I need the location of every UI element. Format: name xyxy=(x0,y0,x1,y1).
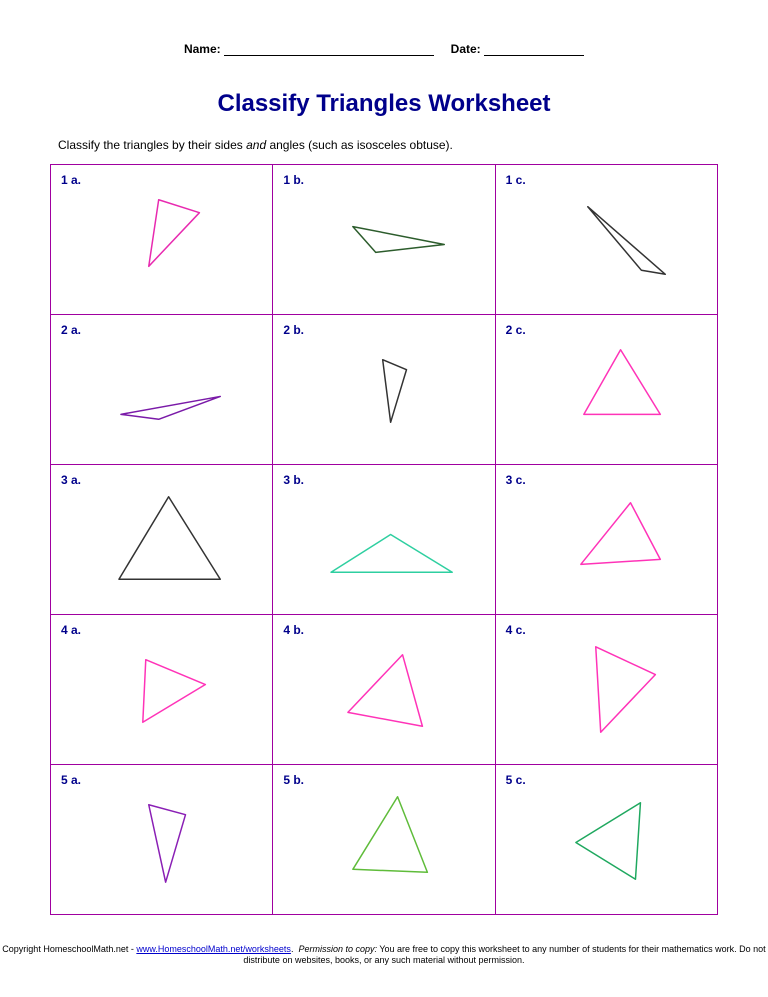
grid-cell: 5 c. xyxy=(495,765,717,915)
triangle-shape xyxy=(273,315,494,464)
grid-cell: 3 b. xyxy=(273,465,495,615)
cell-label: 5 b. xyxy=(283,773,484,787)
triangle-shape xyxy=(496,315,717,464)
page-title: Classify Triangles Worksheet xyxy=(0,90,768,118)
cell-label: 5 a. xyxy=(61,773,262,787)
triangle-shape xyxy=(496,765,717,914)
triangle-shape xyxy=(496,615,717,764)
triangle-shape xyxy=(496,465,717,614)
date-label: Date: xyxy=(451,42,481,56)
instructions-prefix: Classify the triangles by their sides xyxy=(58,138,246,152)
cell-label: 4 b. xyxy=(283,623,484,637)
copyright-prefix: Copyright HomeschoolMath.net - xyxy=(2,944,136,954)
grid-cell: 2 c. xyxy=(495,315,717,465)
instructions-text: Classify the triangles by their sides an… xyxy=(58,138,453,152)
grid-cell: 1 c. xyxy=(495,165,717,315)
permission-label: Permission to copy: xyxy=(298,944,377,954)
grid-cell: 3 a. xyxy=(51,465,273,615)
grid-cell: 5 a. xyxy=(51,765,273,915)
cell-label: 2 c. xyxy=(506,323,707,337)
date-blank xyxy=(484,44,584,56)
triangle-shape xyxy=(51,465,272,614)
cell-label: 3 c. xyxy=(506,473,707,487)
footer-text: Copyright HomeschoolMath.net - www.Homes… xyxy=(0,944,768,967)
triangle-shape xyxy=(273,465,494,614)
triangle-shape xyxy=(273,615,494,764)
cell-label: 2 a. xyxy=(61,323,262,337)
header-fields: Name: Date: xyxy=(0,42,768,56)
cell-label: 2 b. xyxy=(283,323,484,337)
grid-cell: 5 b. xyxy=(273,765,495,915)
triangle-shape xyxy=(273,765,494,914)
grid-cell: 1 b. xyxy=(273,165,495,315)
instructions-suffix: angles (such as isosceles obtuse). xyxy=(266,138,453,152)
triangle-shape xyxy=(51,765,272,914)
triangle-shape xyxy=(51,315,272,464)
grid-cell: 4 c. xyxy=(495,615,717,765)
grid-cell: 4 a. xyxy=(51,615,273,765)
triangle-shape xyxy=(273,165,494,314)
name-blank xyxy=(224,44,434,56)
grid-cell: 2 a. xyxy=(51,315,273,465)
cell-label: 5 c. xyxy=(506,773,707,787)
grid-cell: 3 c. xyxy=(495,465,717,615)
cell-label: 3 b. xyxy=(283,473,484,487)
footer-link[interactable]: www.HomeschoolMath.net/worksheets xyxy=(136,944,291,954)
grid-cell: 1 a. xyxy=(51,165,273,315)
cell-label: 1 c. xyxy=(506,173,707,187)
cell-label: 4 c. xyxy=(506,623,707,637)
cell-label: 3 a. xyxy=(61,473,262,487)
triangle-grid: 1 a. 1 b. 1 c. 2 a. 2 b. 2 c. 3 a. 3 b. 3 c. 4 a.… xyxy=(50,164,718,915)
instructions-emphasis: and xyxy=(246,138,266,152)
cell-label: 4 a. xyxy=(61,623,262,637)
cell-label: 1 a. xyxy=(61,173,262,187)
triangle-shape xyxy=(51,615,272,764)
cell-label: 1 b. xyxy=(283,173,484,187)
triangle-shape xyxy=(51,165,272,314)
name-label: Name: xyxy=(184,42,221,56)
grid-cell: 4 b. xyxy=(273,615,495,765)
triangle-shape xyxy=(496,165,717,314)
grid-cell: 2 b. xyxy=(273,315,495,465)
